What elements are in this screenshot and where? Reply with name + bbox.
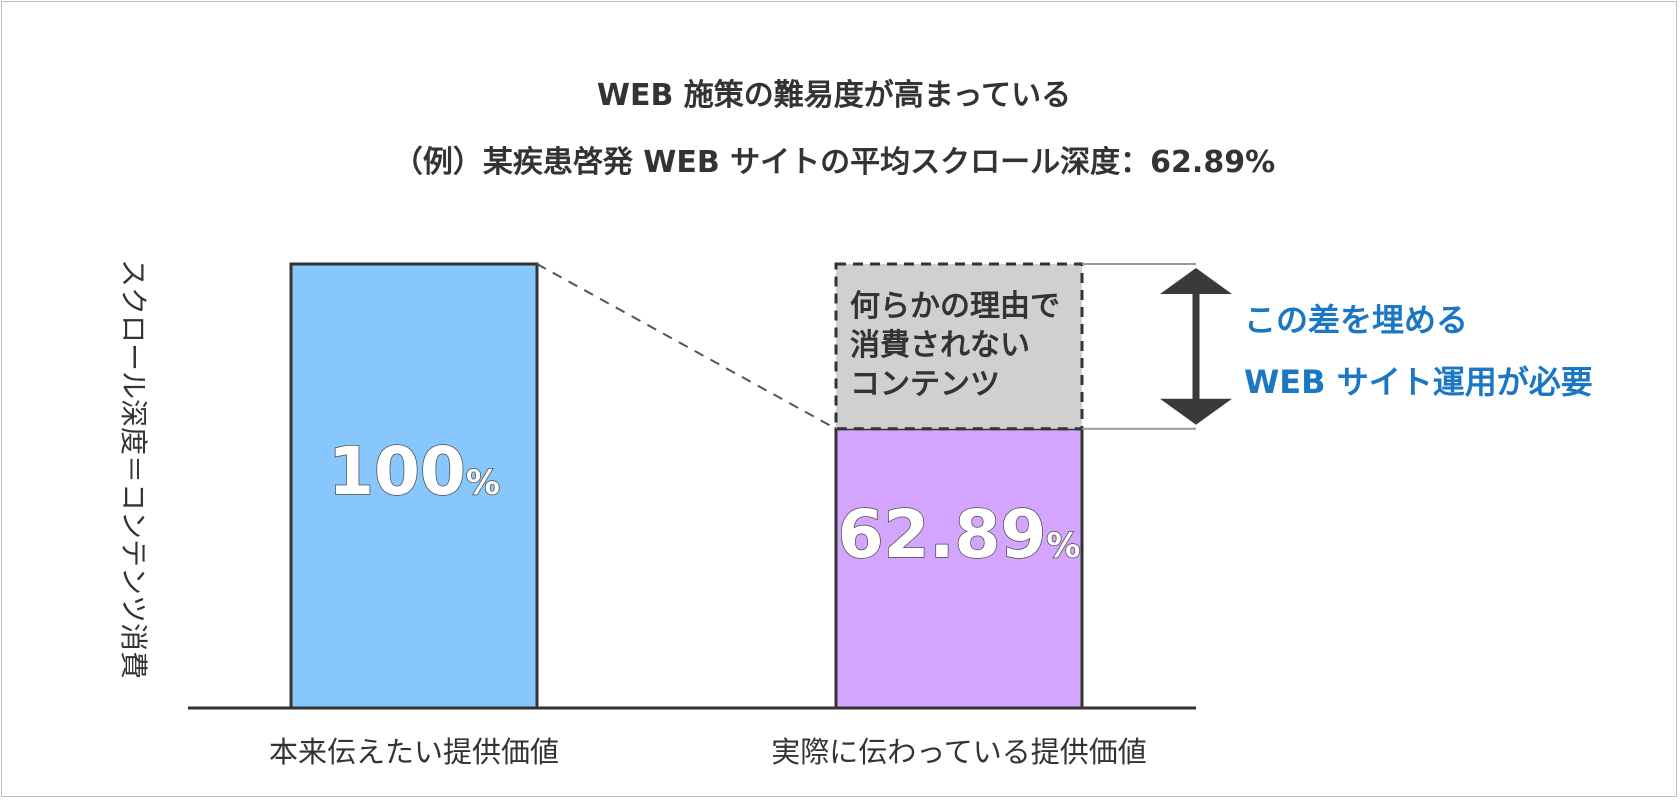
connector-line	[536, 263, 837, 430]
gap-label-line-2: 消費されない	[850, 328, 1030, 363]
data-label-1: 100%	[328, 433, 500, 510]
data-label-1-unit: %	[466, 463, 500, 503]
data-label-1-number: 100	[328, 433, 466, 510]
annotation-line-1: この差を埋める	[1244, 301, 1468, 339]
data-label-2-unit: %	[1046, 526, 1080, 566]
gap-arrow-down-head-icon	[1160, 398, 1232, 425]
gap-arrow-up-head-icon	[1160, 268, 1232, 294]
data-label-2-number: 62.89	[838, 496, 1047, 573]
bar-2	[834, 427, 1084, 710]
gap-label-line-3: コンテンツ	[850, 367, 1000, 402]
data-label-2: 62.89%	[838, 496, 1081, 573]
chart-title: WEB 施策の難易度が高まっている	[597, 78, 1071, 113]
category-label-1: 本来伝えたい提供価値	[269, 735, 559, 769]
y-axis-label: スクロール深度＝コンテンツ消費	[117, 259, 150, 679]
gap-box	[834, 262, 1084, 431]
bar-1	[289, 262, 539, 710]
gap-label-line-1: 何らかの理由で	[850, 289, 1060, 324]
annotation-line-2: WEB サイト運用が必要	[1244, 363, 1593, 401]
category-label-2: 実際に伝わっている提供価値	[771, 735, 1147, 769]
chart-subtitle: （例）某疾患啓発 WEB サイトの平均スクロール深度：62.89%	[393, 145, 1275, 180]
